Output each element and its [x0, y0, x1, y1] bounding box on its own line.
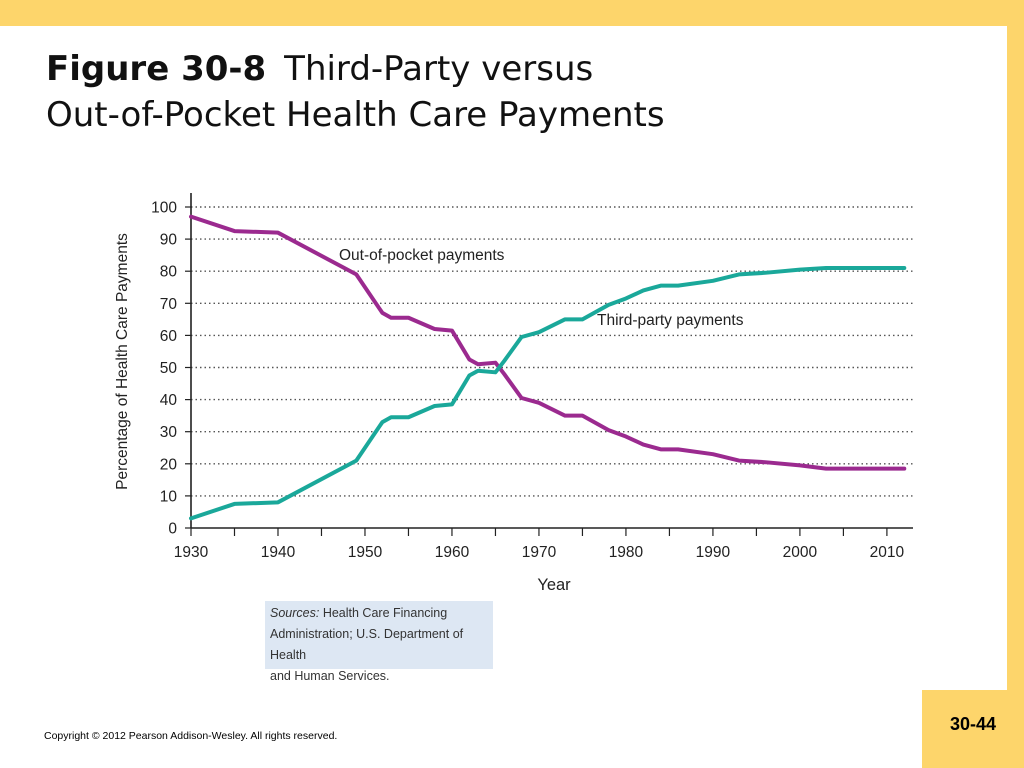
x-tick-label: 1990 — [696, 544, 731, 561]
x-axis-title: Year — [537, 576, 571, 594]
y-tick-label: 100 — [151, 200, 177, 217]
y-tick-label: 90 — [160, 232, 178, 249]
title-line-2: Out-of-Pocket Health Care Payments — [46, 95, 665, 135]
x-tick-label: 1960 — [435, 544, 470, 561]
y-tick-label: 70 — [160, 296, 178, 313]
y-axis-title: Percentage of Health Care Payments — [114, 233, 131, 490]
top-frame-bar — [0, 0, 1024, 26]
third-party-line — [189, 265, 907, 521]
out-of-pocket-label: Out-of-pocket payments — [339, 247, 505, 264]
y-tick-label: 50 — [160, 360, 178, 377]
page-number-box: 30-44 — [922, 690, 1024, 768]
y-tick-label: 60 — [160, 328, 178, 345]
x-tick-label: 2000 — [783, 544, 818, 561]
sources-line-1: Health Care Financing — [322, 606, 448, 620]
chart-series — [189, 214, 907, 521]
y-tick-label: 10 — [160, 488, 178, 505]
x-tick-label: 1970 — [522, 544, 557, 561]
right-frame-bar — [1007, 0, 1024, 768]
sources-line-2: Administration; U.S. Department of Healt… — [270, 627, 464, 662]
chart-labels: 0 10 20 30 40 50 60 70 80 90 100 1930 1940 1950 1960 19… — [114, 200, 905, 595]
sources-note: Sources: Health Care Financing Administr… — [265, 601, 493, 683]
figure-label: Figure 30-8 — [46, 49, 267, 89]
y-tick-label: 20 — [160, 456, 178, 473]
sources-line-3: and Human Services. — [270, 669, 390, 683]
sources-label: Sources: — [270, 606, 320, 620]
page-number: 30-44 — [949, 714, 997, 734]
out-of-pocket-line — [189, 214, 907, 471]
x-tick-label: 1930 — [174, 544, 209, 561]
chart-grid — [191, 206, 913, 497]
chart-axes — [185, 193, 913, 536]
y-tick-label: 30 — [160, 424, 178, 441]
copyright-notice: Copyright © 2012 Pearson Addison-Wesley.… — [44, 730, 338, 742]
x-tick-label: 1950 — [348, 544, 383, 561]
y-tick-label: 0 — [168, 521, 177, 538]
x-tick-label: 1940 — [261, 544, 296, 561]
title-line-1: Third-Party versus — [284, 49, 594, 89]
third-party-label: Third-party payments — [597, 312, 744, 329]
x-tick-label: 2010 — [870, 544, 905, 561]
y-tick-label: 40 — [160, 392, 178, 409]
slide-title: Figure 30-8 Third-Party versus Out-of-Poc… — [46, 46, 906, 138]
x-tick-label: 1980 — [609, 544, 644, 561]
y-tick-label: 80 — [160, 264, 178, 281]
